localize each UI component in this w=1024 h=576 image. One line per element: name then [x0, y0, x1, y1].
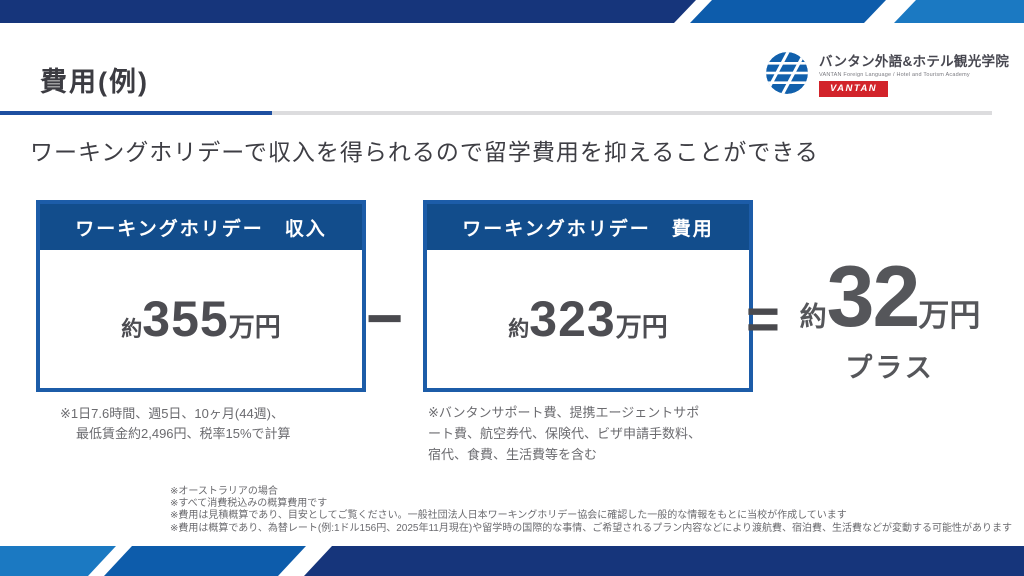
cost-box: ワーキングホリデー 費用 約 323 万円 [423, 200, 753, 392]
cost-amount-unit: 万円 [615, 312, 668, 342]
footnote-line: ※すべて消費税込みの概算費用です [170, 498, 328, 510]
result-amount-unit: 万円 [918, 298, 981, 333]
minus-operator: − [366, 282, 404, 354]
bottom-footnotes: ※オーストラリアの場合 ※すべて消費税込みの概算費用です ※費用は見積概算であり… [170, 486, 1012, 535]
cost-footnote-line: ※バンタンサポート費、提携エージェントサポ [428, 405, 700, 420]
result-label: プラス [845, 353, 935, 383]
income-amount: 約 355 万円 [121, 294, 280, 344]
result-amount: 約 32 万円 [792, 254, 988, 340]
bottom-corner-band [0, 546, 1024, 576]
title-underline [0, 111, 992, 115]
income-box-footnote: ※1日7.6時間、週5日、10ヶ月(44週)、 最低賃金約2,496円、税率15… [60, 404, 291, 444]
bottom-band-medium-parallelogram [104, 546, 306, 576]
income-amount-value: 355 [142, 291, 229, 347]
vantan-badge: VANTAN [819, 81, 889, 97]
cost-amount-prefix: 約 [508, 318, 530, 341]
equals-operator: = [746, 287, 780, 352]
cost-box-footnote: ※バンタンサポート費、提携エージェントサポ ート費、航空券代、保険代、ビザ申請手… [428, 402, 701, 465]
income-footnote-line: 最低賃金約2,496円、税率15%で計算 [76, 426, 291, 442]
school-name-japanese: バンタン外語&ホテル観光学院 [819, 54, 1010, 69]
income-footnote-line: ※1日7.6時間、週5日、10ヶ月(44週)、 [60, 406, 285, 421]
top-band-navy-bar [0, 0, 696, 23]
cost-box-header: ワーキングホリデー 費用 [427, 204, 749, 250]
bottom-band-navy-bar [304, 546, 1024, 576]
income-box-header: ワーキングホリデー 収入 [40, 204, 362, 250]
title-underline-accent [0, 111, 272, 115]
vantan-globe-icon [764, 50, 810, 101]
footnote-line: ※費用は見積概算であり、目安としてご覧ください。一般社団法人日本ワーキングホリデ… [170, 510, 847, 522]
footnote-line: ※オーストラリアの場合 [170, 486, 278, 497]
result-block: 約 32 万円 プラス [792, 254, 988, 385]
cost-amount: 約 323 万円 [508, 294, 667, 344]
school-name-english: VANTAN Foreign Language / Hotel and Tour… [819, 72, 970, 78]
top-band-light-parallelogram [894, 0, 1024, 23]
cost-footnote-line: 宿代、食費、生活費等を含む [428, 447, 598, 463]
page-title: 費用(例) [40, 67, 149, 97]
result-amount-prefix: 約 [799, 302, 827, 332]
income-box-body: 約 355 万円 [40, 250, 362, 388]
income-amount-prefix: 約 [121, 318, 143, 341]
lead-sentence: ワーキングホリデーで収入を得られるので留学費用を抑えることができる [30, 139, 819, 165]
cost-amount-value: 323 [529, 291, 616, 347]
top-band-medium-parallelogram [690, 0, 886, 23]
cost-footnote-line: ート費、航空券代、保険代、ビザ申請手数料、 [428, 426, 702, 442]
footnote-line: ※費用は概算であり、為替レート(例:1ドル156円、2025年11月現在)や留学… [170, 522, 1012, 534]
income-box: ワーキングホリデー 収入 約 355 万円 [36, 200, 366, 392]
top-corner-band [0, 0, 1024, 23]
school-logo: バンタン外語&ホテル観光学院 VANTAN Foreign Language /… [764, 50, 1009, 101]
result-amount-value: 32 [826, 249, 921, 345]
school-logo-text: バンタン外語&ホテル観光学院 VANTAN Foreign Language /… [819, 50, 1009, 97]
cost-box-body: 約 323 万円 [427, 250, 749, 388]
income-amount-unit: 万円 [228, 312, 281, 342]
